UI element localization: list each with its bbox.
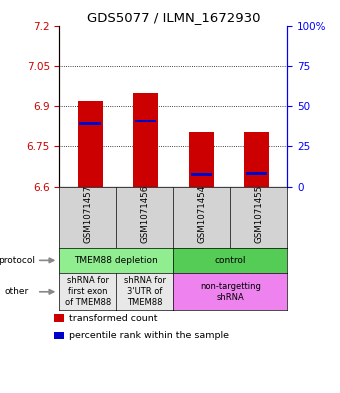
Text: protocol: protocol <box>0 256 35 265</box>
Bar <box>78 101 103 187</box>
Bar <box>135 119 156 122</box>
Text: GSM1071456: GSM1071456 <box>140 184 149 243</box>
Text: GSM1071455: GSM1071455 <box>254 184 263 243</box>
Text: shRNA for
3'UTR of
TMEM88: shRNA for 3'UTR of TMEM88 <box>124 276 166 307</box>
Bar <box>189 132 214 187</box>
Text: GSM1071457: GSM1071457 <box>84 184 92 243</box>
Text: percentile rank within the sample: percentile rank within the sample <box>69 331 229 340</box>
Bar <box>80 122 101 125</box>
Text: shRNA for
first exon
of TMEM88: shRNA for first exon of TMEM88 <box>65 276 111 307</box>
Bar <box>54 314 64 322</box>
Bar <box>133 93 158 187</box>
Text: TMEM88 depletion: TMEM88 depletion <box>74 256 158 265</box>
Bar <box>54 332 64 339</box>
Bar <box>190 173 212 176</box>
Text: transformed count: transformed count <box>69 314 158 323</box>
Text: control: control <box>215 256 246 265</box>
Text: non-targetting
shRNA: non-targetting shRNA <box>200 282 261 302</box>
Text: other: other <box>4 287 29 296</box>
Bar <box>246 173 267 175</box>
Text: GSM1071454: GSM1071454 <box>198 184 206 243</box>
Title: GDS5077 / ILMN_1672930: GDS5077 / ILMN_1672930 <box>87 11 260 24</box>
Bar <box>244 132 269 187</box>
